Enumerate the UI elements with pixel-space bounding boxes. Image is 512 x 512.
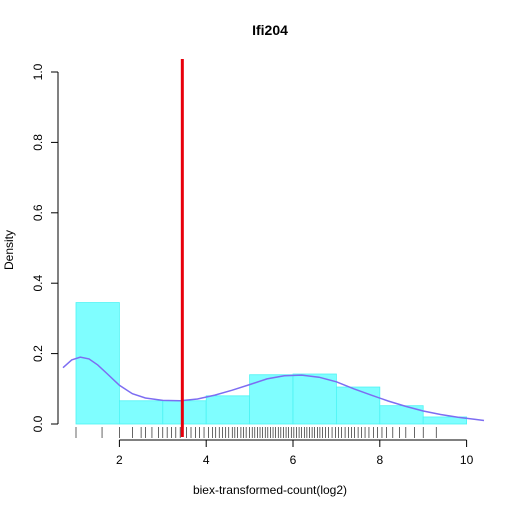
histogram-bar-1 (75, 302, 120, 425)
density-curve (62, 356, 485, 422)
histogram-bar-3 (162, 400, 207, 425)
histogram-bar-8 (379, 405, 424, 425)
y-tick-label-0: 0.0 (31, 415, 45, 432)
y-tick-label-1: 0.2 (31, 345, 45, 362)
y-tick-label-3: 0.6 (31, 204, 45, 221)
y-axis: 0.0 0.2 0.4 0.6 0.8 1.0 (31, 63, 59, 432)
x-axis: 2 4 6 8 10 (116, 439, 474, 467)
x-axis-label: biex-transformed-count(log2) (193, 483, 347, 497)
y-axis-label: Density (2, 230, 16, 270)
chart-title: Ifi204 (252, 22, 288, 38)
x-tick-label-8: 8 (376, 453, 383, 467)
histogram-bar-9 (422, 416, 468, 425)
y-tick-label-5: 1.0 (31, 63, 45, 80)
y-tick-label-4: 0.8 (31, 134, 45, 151)
x-tick-label-10: 10 (460, 453, 474, 467)
histogram-bar-2 (119, 400, 164, 425)
x-tick-label-2: 2 (116, 453, 123, 467)
y-tick-label-2: 0.4 (31, 275, 45, 292)
histogram-bar-4 (205, 395, 250, 425)
density-curve-layer (62, 356, 485, 422)
rug-marks (75, 427, 437, 438)
histogram-bars (75, 302, 468, 425)
histogram-bar-6 (292, 373, 337, 425)
x-tick-label-6: 6 (290, 453, 297, 467)
histogram-bar-7 (335, 386, 381, 425)
x-tick-label-4: 4 (203, 453, 210, 467)
